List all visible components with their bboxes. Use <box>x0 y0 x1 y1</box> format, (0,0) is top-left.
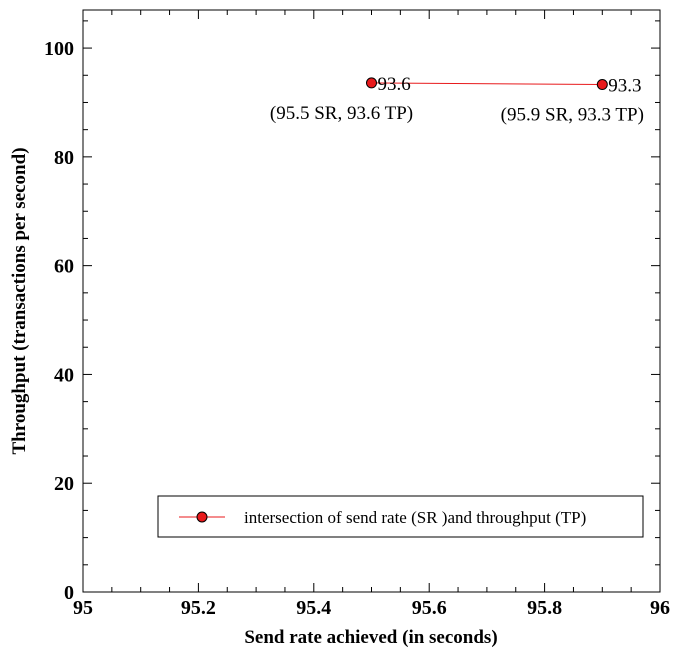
x-tick-label: 95.8 <box>527 597 562 619</box>
series-layer: 93.6 93.3 (95.5 SR, 93.6 TP) (95.9 SR, 93.3… <box>270 74 644 126</box>
y-tick-label: 100 <box>44 38 74 60</box>
ticks <box>82 10 661 593</box>
data-point <box>596 79 608 91</box>
x-axis-title: Send rate achieved (in seconds) <box>244 627 497 648</box>
y-tick-label: 40 <box>54 364 74 386</box>
legend-marker <box>196 511 208 523</box>
y-tick-label: 80 <box>54 147 74 169</box>
x-tick-label: 95.6 <box>412 597 447 619</box>
series-line <box>371 82 603 86</box>
data-label: 93.6 <box>378 74 411 95</box>
y-axis-title: Throughput (transactions per second) <box>9 147 30 454</box>
x-tick-label: 95 <box>73 597 93 619</box>
data-point <box>366 77 377 89</box>
x-tick-label: 95.4 <box>296 597 331 619</box>
x-tick-label: 95.2 <box>181 597 216 619</box>
legend-label: intersection of send rate (SR )and throu… <box>244 508 586 527</box>
x-tick-label: 96 <box>650 597 670 619</box>
point-annotation: (95.9 SR, 93.3 TP) <box>501 105 644 126</box>
tick-labels: 95 95.2 95.4 95.6 95.8 96 0 20 40 60 80 100 <box>44 38 670 619</box>
data-label: 93.3 <box>608 76 641 97</box>
y-tick-label: 20 <box>54 473 74 495</box>
y-tick-label: 60 <box>54 256 74 278</box>
point-annotation: (95.5 SR, 93.6 TP) <box>270 103 413 124</box>
legend-box <box>157 495 644 538</box>
y-tick-label: 0 <box>64 582 74 604</box>
legend: intersection of send rate (SR )and throu… <box>157 495 644 538</box>
